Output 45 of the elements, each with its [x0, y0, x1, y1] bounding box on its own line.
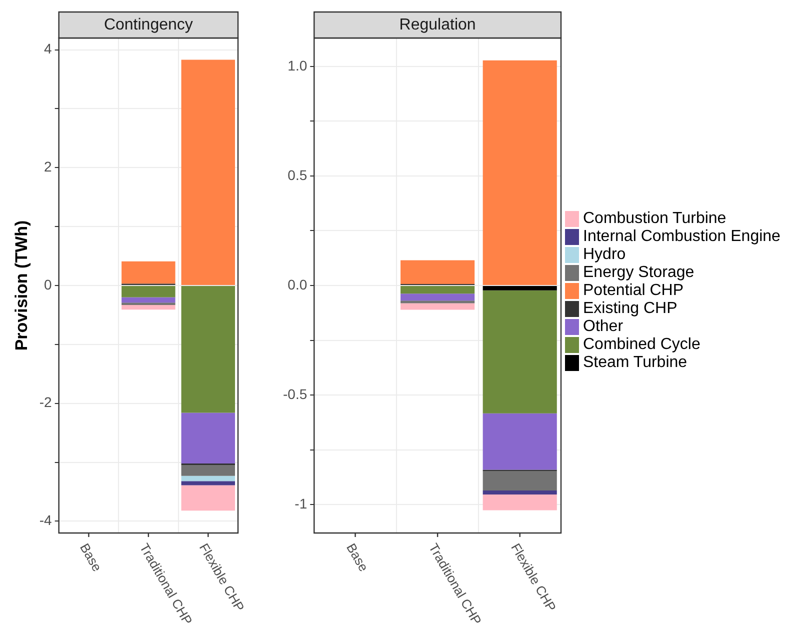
chart-title: Contingency — [104, 16, 193, 34]
bar — [181, 465, 236, 476]
bar — [400, 294, 475, 301]
legend-label: Combustion Turbine — [583, 210, 726, 228]
bar — [122, 261, 176, 284]
bar — [482, 494, 557, 510]
y-tick-label: 4 — [44, 40, 52, 57]
bar — [400, 260, 475, 284]
legend-label: Combined Cycle — [583, 336, 700, 354]
y-tick-label: 0 — [44, 276, 52, 292]
bar — [482, 286, 557, 290]
y-tick-label: 2 — [44, 158, 52, 174]
y-tick-label: -1 — [294, 495, 308, 512]
y-tick-label: 1.0 — [288, 57, 308, 74]
legend-label: Hydro — [583, 246, 626, 264]
legend-label: Steam Turbine — [583, 354, 688, 372]
legend-label: Potential CHP — [583, 282, 684, 300]
bar — [482, 471, 557, 491]
bar — [181, 412, 236, 464]
bar — [181, 476, 236, 482]
y-tick-label: -0.5 — [283, 386, 308, 402]
bar — [181, 286, 236, 413]
y-tick-label: 0.0 — [288, 276, 308, 292]
bar — [400, 300, 475, 304]
bar — [482, 490, 557, 494]
legend-label: Existing CHP — [583, 300, 678, 318]
legend-label: Other — [583, 318, 624, 336]
bar — [181, 60, 236, 285]
bar — [482, 290, 557, 414]
legend-label: Internal Combustion Engine — [583, 228, 780, 246]
chart-title: Regulation — [399, 16, 476, 34]
bar — [482, 413, 557, 470]
y-axis-title: Provision (TWh) — [12, 220, 31, 351]
y-tick-label: 0.5 — [288, 166, 308, 183]
bar — [122, 286, 176, 298]
y-tick-label: -2 — [39, 394, 52, 410]
bar — [181, 485, 236, 511]
bar — [122, 304, 176, 310]
bar — [400, 303, 475, 310]
bar — [400, 286, 475, 294]
legend-label: Energy Storage — [583, 264, 694, 282]
bar — [181, 481, 236, 486]
bar — [122, 297, 176, 303]
bar — [482, 60, 557, 285]
y-tick-label: -4 — [39, 512, 52, 528]
